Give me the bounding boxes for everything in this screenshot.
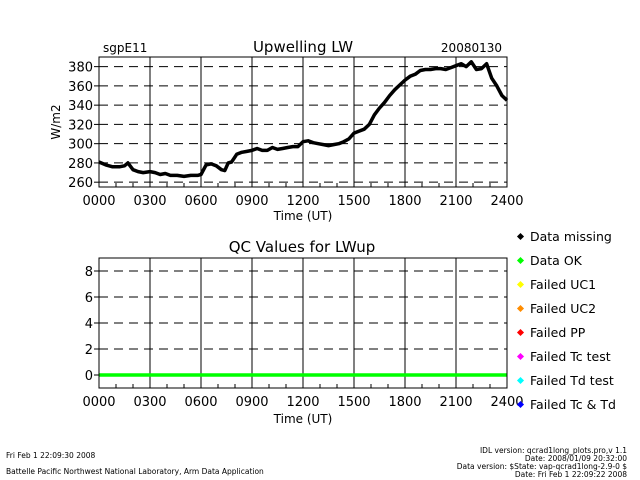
legend-item-label: Failed Tc & Td	[530, 397, 616, 412]
legend-item-label: Data missing	[530, 229, 612, 244]
legend-marker	[516, 280, 525, 289]
c2-x-tick-label: 2100	[439, 395, 472, 410]
qc-values-y-ticks: 0 2 4 6 8	[85, 265, 99, 384]
c1-y-tick-label: 300	[68, 138, 93, 153]
upwelling-lw-title: Upwelling LW	[253, 38, 353, 56]
c2-x-tick-label: 1800	[388, 395, 421, 410]
c1-x-tick-label: 0900	[235, 194, 268, 209]
legend-item-label: Failed PP	[530, 325, 586, 340]
legend-marker	[516, 232, 525, 241]
legend-marker	[516, 256, 525, 265]
c2-x-tick-label: 2400	[490, 395, 523, 410]
legend-item-label: Failed UC1	[530, 277, 596, 292]
legend-item-label: Failed Tc test	[530, 349, 611, 364]
upwelling-lw-chart: Upwelling LW 0000 0300 0600 0900 1200 1500 180…	[49, 38, 524, 223]
footer-institution: Battelle Pacific Northwest National Labo…	[6, 467, 264, 476]
c1-x-tick-label: 1800	[388, 194, 421, 209]
upwelling-lw-y-axis-label: W/m2	[49, 104, 63, 139]
qc-values-x-ticks: 0000 0300 0600 0900 1200 1500 1800 2100 2400	[82, 384, 524, 410]
c1-y-tick-label: 340	[68, 99, 93, 114]
c2-y-tick-label: 4	[85, 317, 93, 332]
c2-x-tick-label: 0000	[82, 395, 115, 410]
legend-marker	[516, 352, 525, 361]
c2-y-tick-label: 6	[85, 291, 93, 306]
c2-y-tick-label: 2	[85, 343, 93, 358]
legend-marker	[516, 376, 525, 385]
c1-x-tick-label: 1500	[337, 194, 370, 209]
upwelling-lw-grid	[99, 57, 507, 187]
c1-y-tick-label: 360	[68, 80, 93, 95]
footer-idl-version: IDL version: qcrad1long_plots.pro,v 1.1	[480, 446, 627, 455]
footer-data-version: Data version: $State: vap-qcrad1long-2.9…	[457, 462, 627, 471]
c2-y-tick-label: 8	[85, 265, 93, 280]
legend-item-label: Data OK	[530, 253, 583, 268]
c2-x-tick-label: 0600	[184, 395, 217, 410]
footer-idl-date: Date: 2008/01/09 20:32:00	[525, 454, 627, 463]
upwelling-lw-series-line	[98, 60, 509, 179]
c1-y-tick-label: 280	[68, 157, 93, 172]
upwelling-lw-x-axis-label: Time (UT)	[273, 209, 333, 223]
qc-legend: Data missing Data OK Failed UC1 Failed UC2 F…	[516, 229, 616, 412]
c1-y-tick-label: 320	[68, 118, 93, 133]
legend-item-label: Failed Td test	[530, 373, 614, 388]
c2-x-tick-label: 0900	[235, 395, 268, 410]
c1-x-tick-label: 2100	[439, 194, 472, 209]
qc-values-title: QC Values for LWup	[229, 238, 376, 256]
c2-x-tick-label: 1200	[286, 395, 319, 410]
c1-y-tick-label: 260	[68, 176, 93, 191]
date-label: 20080130	[441, 41, 502, 55]
c1-y-tick-label: 380	[68, 61, 93, 76]
site-label: sgpE11	[103, 41, 147, 55]
legend-marker	[516, 400, 525, 409]
c1-x-tick-label: 0000	[82, 194, 115, 209]
c2-y-tick-label: 0	[85, 369, 93, 384]
footer-data-date: Date: Fri Feb 1 22:09:22 2008	[515, 470, 627, 479]
c1-x-tick-label: 1200	[286, 194, 319, 209]
qc-values-x-axis-label: Time (UT)	[273, 412, 333, 426]
qc-values-chart: QC Values for LWup 0000 0300 0600 0900 1200 1…	[82, 238, 523, 426]
legend-marker	[516, 328, 525, 337]
c2-x-tick-label: 0300	[133, 395, 166, 410]
c2-x-tick-label: 1500	[337, 395, 370, 410]
c1-x-tick-label: 0300	[133, 194, 166, 209]
upwelling-lw-x-ticks: 0000 0300 0600 0900 1200 1500 1800 2100 2400	[82, 183, 524, 209]
legend-marker	[516, 304, 525, 313]
c1-x-tick-label: 0600	[184, 194, 217, 209]
c1-x-tick-label: 2400	[490, 194, 523, 209]
upwelling-lw-y-ticks: 260 280 300 320 340 360 380	[68, 61, 99, 191]
footer-timestamp: Fri Feb 1 22:09:30 2008	[6, 451, 96, 460]
legend-item-label: Failed UC2	[530, 301, 596, 316]
qc-values-grid	[99, 258, 507, 388]
